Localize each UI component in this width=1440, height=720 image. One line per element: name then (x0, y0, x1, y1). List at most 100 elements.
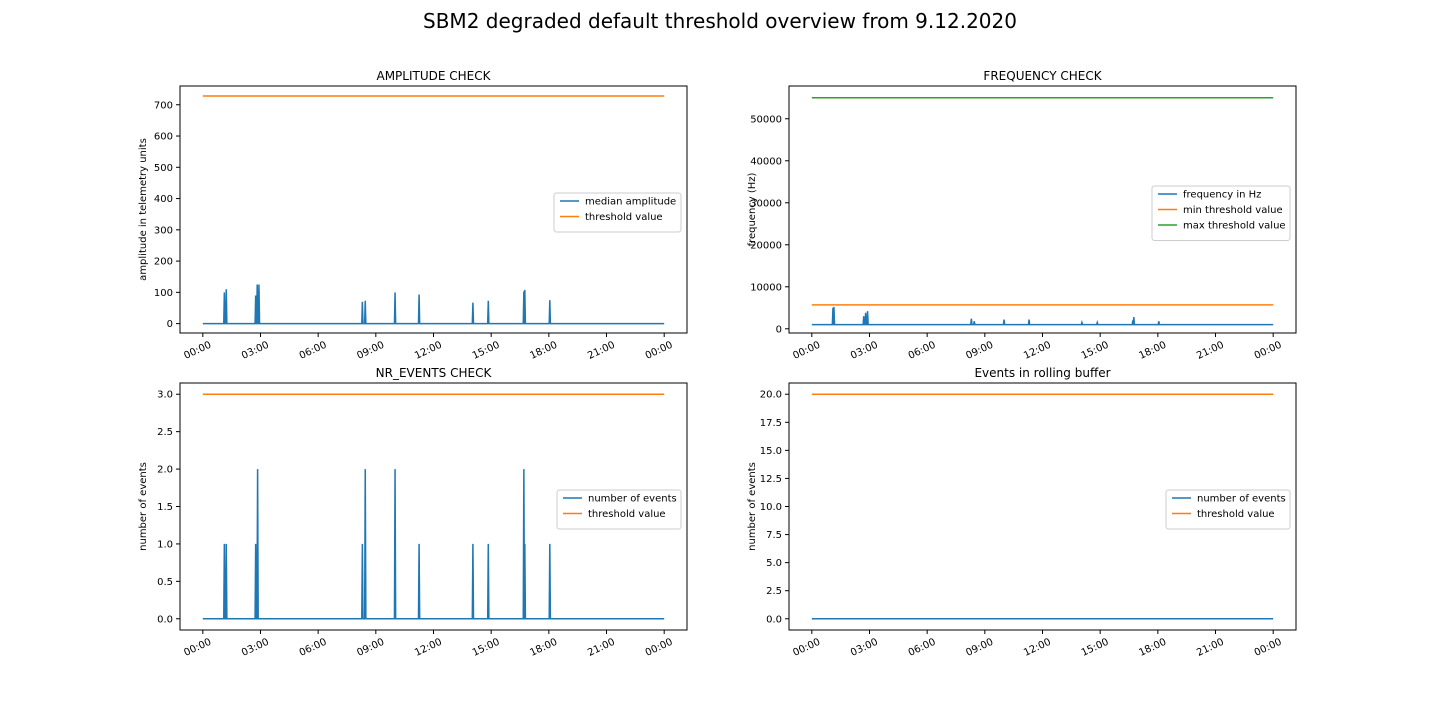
y-axis-label: amplitude in telemetry units (138, 138, 149, 281)
y-tick-label: 1.0 (157, 539, 173, 550)
y-tick-label: 30000 (750, 198, 782, 209)
legend-label: frequency in Hz (1183, 190, 1261, 201)
subplot-2: FREQUENCY CHECK frequency (Hz) 0 10000 20000… (747, 69, 1297, 362)
x-tick-label: 06:00 (298, 637, 329, 659)
x-tick-label: 21:00 (1195, 340, 1226, 362)
x-tick-label: 00:00 (182, 637, 213, 659)
subplot-title: NR_EVENTS CHECK (376, 366, 493, 380)
axes-frame (179, 382, 688, 631)
x-tick-label: 18:00 (528, 340, 559, 362)
axes-frame (788, 382, 1297, 631)
subplot-4: Events in rolling buffer number of events… (747, 366, 1297, 659)
series-number-of-events-line (202, 469, 665, 620)
x-tick-label: 09:00 (964, 340, 995, 362)
y-tick-label: 7.5 (766, 530, 782, 541)
y-tick-label: 12.5 (760, 474, 782, 485)
x-tick-label: 00:00 (791, 637, 822, 659)
x-tick-label: 06:00 (907, 340, 938, 362)
y-tick-label: 10000 (750, 282, 782, 293)
series-median-amplitude-line (202, 284, 665, 325)
y-tick-label: 15.0 (760, 446, 782, 457)
x-tick-label: 15:00 (471, 637, 502, 659)
x-tick-label: 03:00 (240, 637, 271, 659)
x-tick-label: 00:00 (1253, 637, 1284, 659)
x-tick-label: 03:00 (240, 340, 271, 362)
legend-label: threshold value (585, 212, 663, 223)
y-tick-label: 17.5 (760, 418, 782, 429)
y-tick-label: 10.0 (760, 502, 782, 513)
y-tick-label: 0 (167, 319, 173, 330)
y-tick-label: 3.0 (157, 390, 173, 401)
y-tick-label: 500 (154, 163, 173, 174)
legend-box (1151, 185, 1291, 241)
y-tick-label: 0.0 (157, 614, 173, 625)
x-tick-label: 12:00 (413, 637, 444, 659)
x-tick-label: 12:00 (1022, 340, 1053, 362)
y-tick-label: 200 (154, 257, 173, 268)
legend-box (1165, 489, 1291, 530)
y-axis-label: number of events (747, 462, 758, 551)
figure-title: SBM2 degraded default threshold overview… (423, 9, 1017, 33)
y-tick-label: 50000 (750, 114, 782, 125)
x-tick-label: 09:00 (355, 340, 386, 362)
legend: number of events threshold value (1165, 489, 1291, 530)
x-tick-label: 00:00 (644, 637, 675, 659)
x-tick-label: 12:00 (1022, 637, 1053, 659)
x-tick-label: 12:00 (413, 340, 444, 362)
subplot-3: NR_EVENTS CHECK number of events 0.0 0.5 1.0… (138, 366, 688, 659)
x-tick-label: 00:00 (182, 340, 213, 362)
y-tick-label: 0.5 (157, 577, 173, 588)
y-tick-label: 5.0 (766, 558, 782, 569)
y-tick-label: 0 (776, 324, 782, 335)
x-tick-label: 03:00 (849, 340, 880, 362)
x-tick-label: 06:00 (907, 637, 938, 659)
legend-label: number of events (588, 494, 677, 505)
legend-label: threshold value (1197, 509, 1275, 520)
series-frequency-in-hz-line (811, 306, 1274, 326)
y-tick-label: 2.5 (157, 427, 173, 438)
legend: frequency in Hz min threshold value max th… (1151, 185, 1291, 241)
axes-frame (179, 85, 688, 334)
y-axis-label: number of events (138, 462, 149, 551)
y-tick-label: 300 (154, 225, 173, 236)
y-tick-label: 700 (154, 100, 173, 111)
x-tick-label: 00:00 (791, 340, 822, 362)
y-tick-label: 2.0 (157, 465, 173, 476)
legend-label: median amplitude (585, 197, 676, 208)
x-tick-label: 21:00 (1195, 637, 1226, 659)
y-axis-label: frequency (Hz) (747, 172, 758, 246)
x-tick-label: 15:00 (1080, 637, 1111, 659)
legend-label: threshold value (588, 509, 666, 520)
x-tick-label: 03:00 (849, 637, 880, 659)
y-tick-label: 2.5 (766, 586, 782, 597)
x-tick-label: 18:00 (1137, 637, 1168, 659)
subplot-title: Events in rolling buffer (974, 366, 1110, 380)
legend-label: number of events (1197, 494, 1286, 505)
x-tick-label: 21:00 (586, 340, 617, 362)
x-tick-label: 06:00 (298, 340, 329, 362)
y-tick-label: 20000 (750, 240, 782, 251)
x-tick-label: 00:00 (1253, 340, 1284, 362)
legend-box (553, 192, 682, 233)
subplot-1: AMPLITUDE CHECK amplitude in telemetry un… (138, 69, 688, 362)
legend-label: max threshold value (1183, 221, 1286, 232)
x-tick-label: 21:00 (586, 637, 617, 659)
x-tick-label: 09:00 (964, 637, 995, 659)
y-tick-label: 1.5 (157, 502, 173, 513)
x-tick-label: 15:00 (1080, 340, 1111, 362)
legend-box (556, 489, 682, 530)
subplot-title: AMPLITUDE CHECK (376, 69, 491, 83)
legend: median amplitude threshold value (553, 192, 682, 233)
y-tick-label: 400 (154, 194, 173, 205)
x-tick-label: 15:00 (471, 340, 502, 362)
legend: number of events threshold value (556, 489, 682, 530)
subplot-title: FREQUENCY CHECK (983, 69, 1102, 83)
y-tick-label: 20.0 (760, 390, 782, 401)
axes-frame (788, 85, 1297, 334)
y-tick-label: 600 (154, 132, 173, 143)
y-tick-label: 0.0 (766, 614, 782, 625)
y-tick-label: 100 (154, 288, 173, 299)
x-tick-label: 18:00 (1137, 340, 1168, 362)
x-tick-label: 09:00 (355, 637, 386, 659)
